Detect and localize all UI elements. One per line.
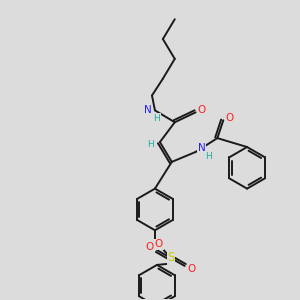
Text: N: N [198,143,206,153]
Text: O: O [197,105,206,116]
Text: O: O [225,113,233,123]
Text: O: O [155,239,163,249]
Text: N: N [144,105,152,116]
Text: S: S [167,251,175,265]
Text: O: O [146,242,154,252]
Text: H: H [154,114,160,123]
Text: H: H [148,140,154,148]
Text: H: H [205,152,212,161]
Text: O: O [188,264,196,274]
